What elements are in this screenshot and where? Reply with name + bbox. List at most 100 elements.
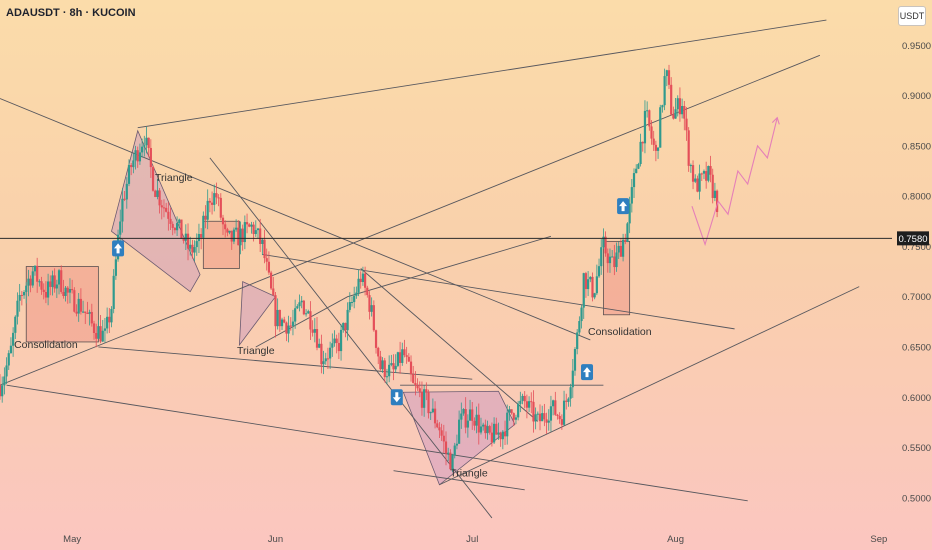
candle-body [184, 233, 187, 241]
candle-body [300, 300, 303, 303]
candle-body [521, 395, 524, 401]
candle-body [709, 166, 712, 175]
candle-body [154, 190, 157, 197]
candle-body [291, 321, 295, 326]
trend-line [98, 346, 473, 380]
candle-body [151, 167, 155, 191]
candle-body [38, 281, 41, 283]
candle-body [106, 316, 109, 329]
trend-line [0, 98, 591, 341]
candle-body [711, 174, 714, 198]
candle-body [597, 266, 601, 277]
candle-body [527, 401, 531, 408]
y-tick-label: 0.6500 [902, 342, 931, 353]
candle-body [650, 126, 653, 139]
candle-body [173, 227, 177, 231]
candle-body [68, 289, 72, 293]
candle-body [180, 219, 183, 239]
candle-body [715, 190, 719, 213]
candle-body [235, 227, 238, 230]
candle-body [372, 305, 375, 331]
candle-body [178, 219, 181, 224]
candle-body [652, 138, 655, 145]
candle-body [64, 287, 67, 296]
current-price-badge [897, 231, 929, 246]
candle-body [560, 419, 563, 425]
candle-body [471, 409, 474, 421]
candle-body [248, 224, 251, 227]
candle-body [707, 166, 710, 181]
candle-body [663, 76, 666, 106]
candle-body [506, 412, 509, 437]
candle-body [641, 141, 644, 144]
candle-body [243, 222, 246, 243]
candle-body [582, 273, 585, 308]
candle-body [287, 325, 290, 334]
candle-body [350, 302, 354, 304]
candle-body [169, 218, 172, 224]
candle-body [366, 287, 369, 296]
candle-body [283, 319, 286, 323]
candle-body [127, 165, 131, 184]
candle-body [580, 307, 583, 322]
candle-body [81, 311, 85, 313]
trend-line [6, 384, 748, 502]
candle-body [447, 452, 450, 454]
candle-body [18, 294, 21, 301]
candle-body [552, 400, 555, 407]
currency-button[interactable]: USDT [898, 6, 926, 26]
candle-body [385, 376, 389, 378]
candle-body [46, 281, 50, 298]
candle-body [51, 275, 54, 287]
candle-body [368, 295, 371, 312]
candle-body [204, 215, 207, 220]
candle-body [495, 423, 498, 435]
candle-body [453, 445, 456, 456]
candle-body [206, 200, 209, 220]
candle-body [40, 281, 43, 290]
candle-body [646, 110, 649, 112]
candle-body [20, 294, 23, 296]
x-axis: May Jun Jul Aug Sep [63, 534, 887, 545]
candle-body [401, 349, 404, 363]
candle-body [547, 420, 550, 423]
y-tick-label: 0.7000 [902, 292, 931, 303]
candle-body [442, 435, 445, 442]
candle-body [3, 376, 6, 386]
candle-body [698, 173, 701, 192]
candle-body [484, 424, 487, 434]
candle-body [261, 239, 264, 244]
candle-body [138, 152, 142, 162]
candle-body [309, 311, 312, 330]
candle-body [95, 332, 98, 339]
candle-body [324, 358, 327, 362]
candle-body [9, 345, 13, 354]
signal-arrow [392, 392, 401, 403]
candle-body [285, 322, 288, 334]
candle-body [643, 110, 647, 144]
candle-body [685, 118, 688, 131]
candle-body [344, 322, 347, 331]
candle-body [335, 338, 338, 343]
candle-body [460, 413, 463, 420]
candle-body [591, 276, 594, 298]
candle-body [600, 247, 603, 267]
candle-body [272, 288, 275, 296]
candle-body [149, 147, 152, 168]
candle-body [307, 311, 310, 314]
candle-body [132, 160, 135, 168]
triangle-pattern [111, 129, 201, 293]
candle-body [672, 114, 675, 119]
candle-body [613, 256, 616, 268]
x-tick-label: Sep [870, 534, 887, 545]
candle-body [25, 285, 28, 293]
consolidation-box [202, 220, 240, 269]
candle-body [473, 420, 476, 426]
triangle-label: Triangle [450, 468, 488, 480]
candle-body [532, 401, 535, 422]
candle-body [355, 292, 358, 296]
signal-arrow [114, 243, 123, 254]
candle-body [619, 245, 623, 257]
